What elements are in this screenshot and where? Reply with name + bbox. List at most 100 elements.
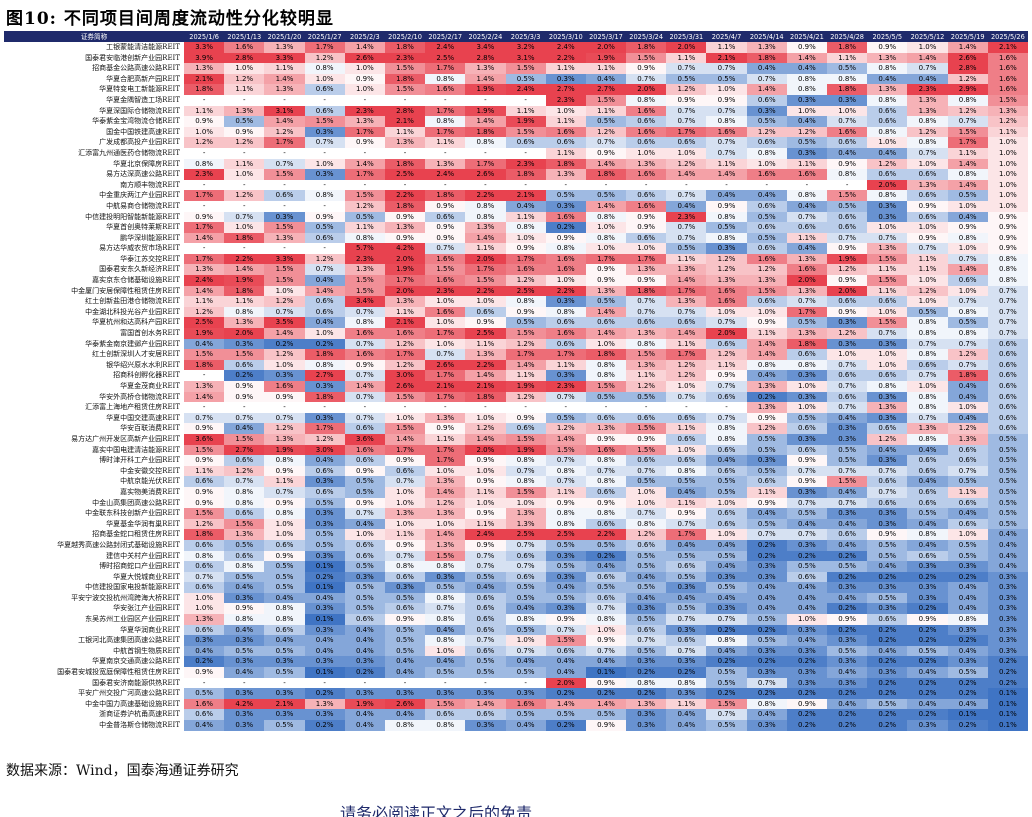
turnover-cell: 0.8% xyxy=(746,359,787,371)
turnover-cell: 0.7% xyxy=(786,296,827,307)
turnover-cell: - xyxy=(425,179,466,191)
reit-name: 华夏合肥高新产园REIT xyxy=(4,73,184,85)
turnover-cell: 0.5% xyxy=(344,211,385,223)
turnover-cell: - xyxy=(184,370,225,381)
table-row: 华夏大悦城商业REIT 0.7% 0.5% 0.5% 0.2% 0.3% 0.6% 0.3% 0… xyxy=(4,571,1028,583)
turnover-cell: 0.3% xyxy=(867,582,908,593)
turnover-cell: 1.2% xyxy=(827,264,868,276)
turnover-cell: 1.4% xyxy=(184,391,225,403)
turnover-cell: 1.9% xyxy=(505,116,546,127)
table-row: 工银河北高速集团高速公路REIT 0.3% 0.3% 0.4% 0.4% 0.4% 0.5%… xyxy=(4,635,1028,646)
turnover-cell: 0.5% xyxy=(746,116,787,127)
turnover-cell: 1.4% xyxy=(585,328,627,339)
turnover-cell: 0.9% xyxy=(786,455,827,466)
table-row: 中金湖北科投光谷产业园REIT 1.2% 0.8% 0.7% 0.6% 0.7% 1.1% 1… xyxy=(4,306,1028,318)
turnover-cell: 0.2% xyxy=(867,571,908,583)
turnover-cell: 0.5% xyxy=(666,476,707,487)
turnover-cell: - xyxy=(344,147,385,159)
turnover-cell: 1.5% xyxy=(505,433,546,445)
reit-name: 红土创新盐田港仓储物流REIT xyxy=(4,296,184,307)
table-row: 华安百联消费REIT 0.9% 0.4% 1.2% 1.7% 0.6% 1.5% 0.9% 1.… xyxy=(4,423,1028,434)
turnover-cell: 0.8% xyxy=(907,116,948,127)
turnover-cell: 1.8% xyxy=(384,42,426,53)
turnover-cell: 0.7% xyxy=(867,232,908,244)
turnover-cell: 2.4% xyxy=(545,42,586,53)
turnover-cell: 0.6% xyxy=(344,550,385,562)
turnover-cell: 0.3% xyxy=(947,561,988,572)
turnover-cell: 1.0% xyxy=(304,73,345,85)
turnover-cell: 0.2% xyxy=(867,656,908,668)
turnover-cell: 1.1% xyxy=(666,497,707,509)
turnover-cell: - xyxy=(585,402,627,413)
turnover-cell: 0.4% xyxy=(746,190,787,201)
turnover-cell: 0.7% xyxy=(666,63,707,74)
turnover-cell: 0.7% xyxy=(867,328,908,339)
turnover-cell: - xyxy=(264,200,305,212)
turnover-cell: 0.8% xyxy=(585,232,627,244)
turnover-cell: 0.8% xyxy=(947,328,988,339)
turnover-cell: - xyxy=(184,677,225,689)
turnover-cell: 1.8% xyxy=(425,190,466,201)
turnover-cell: 0.5% xyxy=(264,561,305,572)
turnover-cell: - xyxy=(384,677,426,689)
turnover-cell: - xyxy=(384,179,426,191)
turnover-cell: 0.7% xyxy=(384,550,426,562)
header-date: 2025/4/28 xyxy=(827,32,868,42)
table-row: 华泰紫金南京建邺产业园REIT 0.4% 0.3% 0.2% 0.2% 0.7% 1.2% 1… xyxy=(4,338,1028,350)
turnover-cell: 0.6% xyxy=(827,296,868,307)
turnover-cell: 0.5% xyxy=(907,306,948,318)
turnover-cell: 1.3% xyxy=(987,105,1028,117)
turnover-cell: 1.1% xyxy=(465,243,506,254)
turnover-cell: 0.9% xyxy=(786,698,827,710)
turnover-cell: 0.7% xyxy=(666,518,707,530)
turnover-cell: 0.2% xyxy=(827,550,868,562)
turnover-cell: 1.7% xyxy=(505,349,546,360)
turnover-cell: 0.8% xyxy=(947,169,988,180)
turnover-cell: 1.0% xyxy=(987,158,1028,170)
turnover-cell: 0.9% xyxy=(827,243,868,254)
turnover-cell: 0.3% xyxy=(867,518,908,530)
turnover-cell: 0.4% xyxy=(746,603,787,615)
turnover-cell: 0.4% xyxy=(344,635,385,646)
turnover-cell: 0.7% xyxy=(947,359,988,371)
turnover-cell: 2.0% xyxy=(224,328,265,339)
turnover-cell: 0.6% xyxy=(585,317,627,329)
turnover-cell: 0.3% xyxy=(786,486,827,498)
turnover-cell: 1.4% xyxy=(344,381,385,392)
turnover-cell: 1.6% xyxy=(626,169,667,180)
turnover-cell: 0.9% xyxy=(224,381,265,392)
reit-name: 易方达广州开发区高新产业园REIT xyxy=(4,433,184,445)
turnover-cell: 1.3% xyxy=(184,264,225,276)
turnover-cell: 0.7% xyxy=(987,317,1028,329)
turnover-cell: 0.7% xyxy=(907,370,948,381)
turnover-cell: 0.5% xyxy=(264,571,305,583)
turnover-cell: 0.7% xyxy=(224,476,265,487)
turnover-cell: 0.2% xyxy=(786,720,827,731)
turnover-cell: 1.0% xyxy=(425,465,466,477)
turnover-cell: 0.4% xyxy=(224,582,265,593)
turnover-cell: - xyxy=(465,402,506,413)
turnover-cell: 0.5% xyxy=(425,582,466,593)
turnover-cell: 0.9% xyxy=(184,116,225,127)
table-row: 招商基金蛇口租赁住房REIT 1.8% 1.3% 1.0% 0.5% 1.0% 1.1% 1.… xyxy=(4,529,1028,540)
turnover-cell: 0.4% xyxy=(746,709,787,720)
turnover-cell: 0.6% xyxy=(867,614,908,625)
turnover-cell: 1.5% xyxy=(585,381,627,392)
turnover-cell: 0.5% xyxy=(746,614,787,625)
turnover-cell: 0.3% xyxy=(947,624,988,636)
turnover-cell: 0.5% xyxy=(867,592,908,604)
turnover-cell: 0.4% xyxy=(344,518,385,530)
turnover-cell: 1.3% xyxy=(786,285,827,297)
turnover-cell: - xyxy=(706,402,747,413)
turnover-cell: 1.0% xyxy=(304,328,345,339)
turnover-cell: 0.6% xyxy=(224,508,265,519)
turnover-cell: 0.6% xyxy=(465,709,506,720)
turnover-cell: 0.6% xyxy=(947,275,988,286)
turnover-cell: 1.3% xyxy=(184,614,225,625)
turnover-cell: 1.0% xyxy=(264,518,305,530)
turnover-cell: 0.8% xyxy=(344,317,385,329)
reit-name: 嘉实物美消费REIT xyxy=(4,486,184,498)
turnover-cell: 0.7% xyxy=(505,645,546,657)
reit-name: 浙商证券沪杭甬高速REIT xyxy=(4,709,184,720)
header-date: 2025/4/14 xyxy=(746,32,787,42)
